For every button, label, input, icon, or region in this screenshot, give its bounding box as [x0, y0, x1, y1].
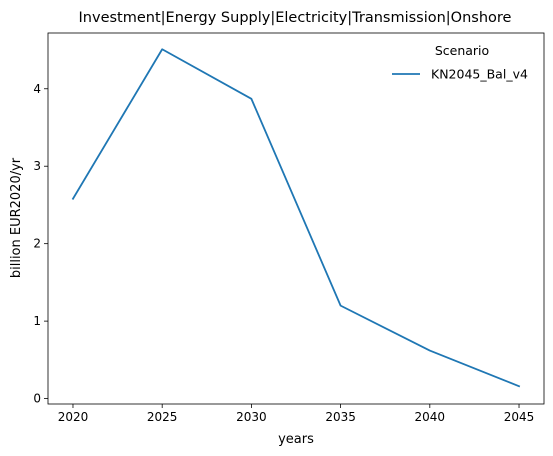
x-tick-label: 2045 [504, 410, 535, 424]
legend: Scenario KN2045_Bal_v4 [392, 43, 528, 82]
axis-ticks: 2020 2025 2030 2035 2040 2045 0 1 2 3 4 [33, 82, 534, 424]
x-axis-label: years [278, 432, 314, 447]
series-layer [71, 48, 521, 388]
legend-label: KN2045_Bal_v4 [431, 67, 528, 82]
series-line [71, 48, 521, 388]
x-tick-label: 2030 [236, 410, 267, 424]
x-tick-label: 2025 [147, 410, 178, 424]
y-tick-label: 0 [33, 392, 41, 406]
y-tick-label: 3 [33, 159, 41, 173]
x-tick-label: 2040 [415, 410, 446, 424]
y-tick-label: 2 [33, 237, 41, 251]
y-axis-label: billion EUR2020/yr [9, 157, 24, 278]
x-tick-label: 2020 [58, 410, 89, 424]
plot-area [47, 32, 545, 405]
legend-title: Scenario [435, 43, 489, 58]
x-tick-label: 2035 [325, 410, 356, 424]
y-tick-label: 4 [33, 82, 41, 96]
chart-title: Investment|Energy Supply|Electricity|Tra… [79, 10, 512, 26]
y-tick-label: 1 [33, 314, 41, 328]
